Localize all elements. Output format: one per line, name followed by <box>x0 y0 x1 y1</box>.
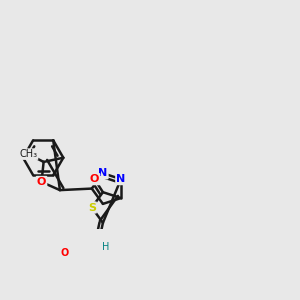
Text: O: O <box>90 174 99 184</box>
Text: O: O <box>61 248 69 258</box>
Text: N: N <box>98 168 107 178</box>
Text: S: S <box>88 202 96 212</box>
Text: N: N <box>116 174 125 184</box>
Text: H: H <box>102 242 110 252</box>
Text: CH₃: CH₃ <box>20 149 38 159</box>
Text: O: O <box>37 177 46 187</box>
